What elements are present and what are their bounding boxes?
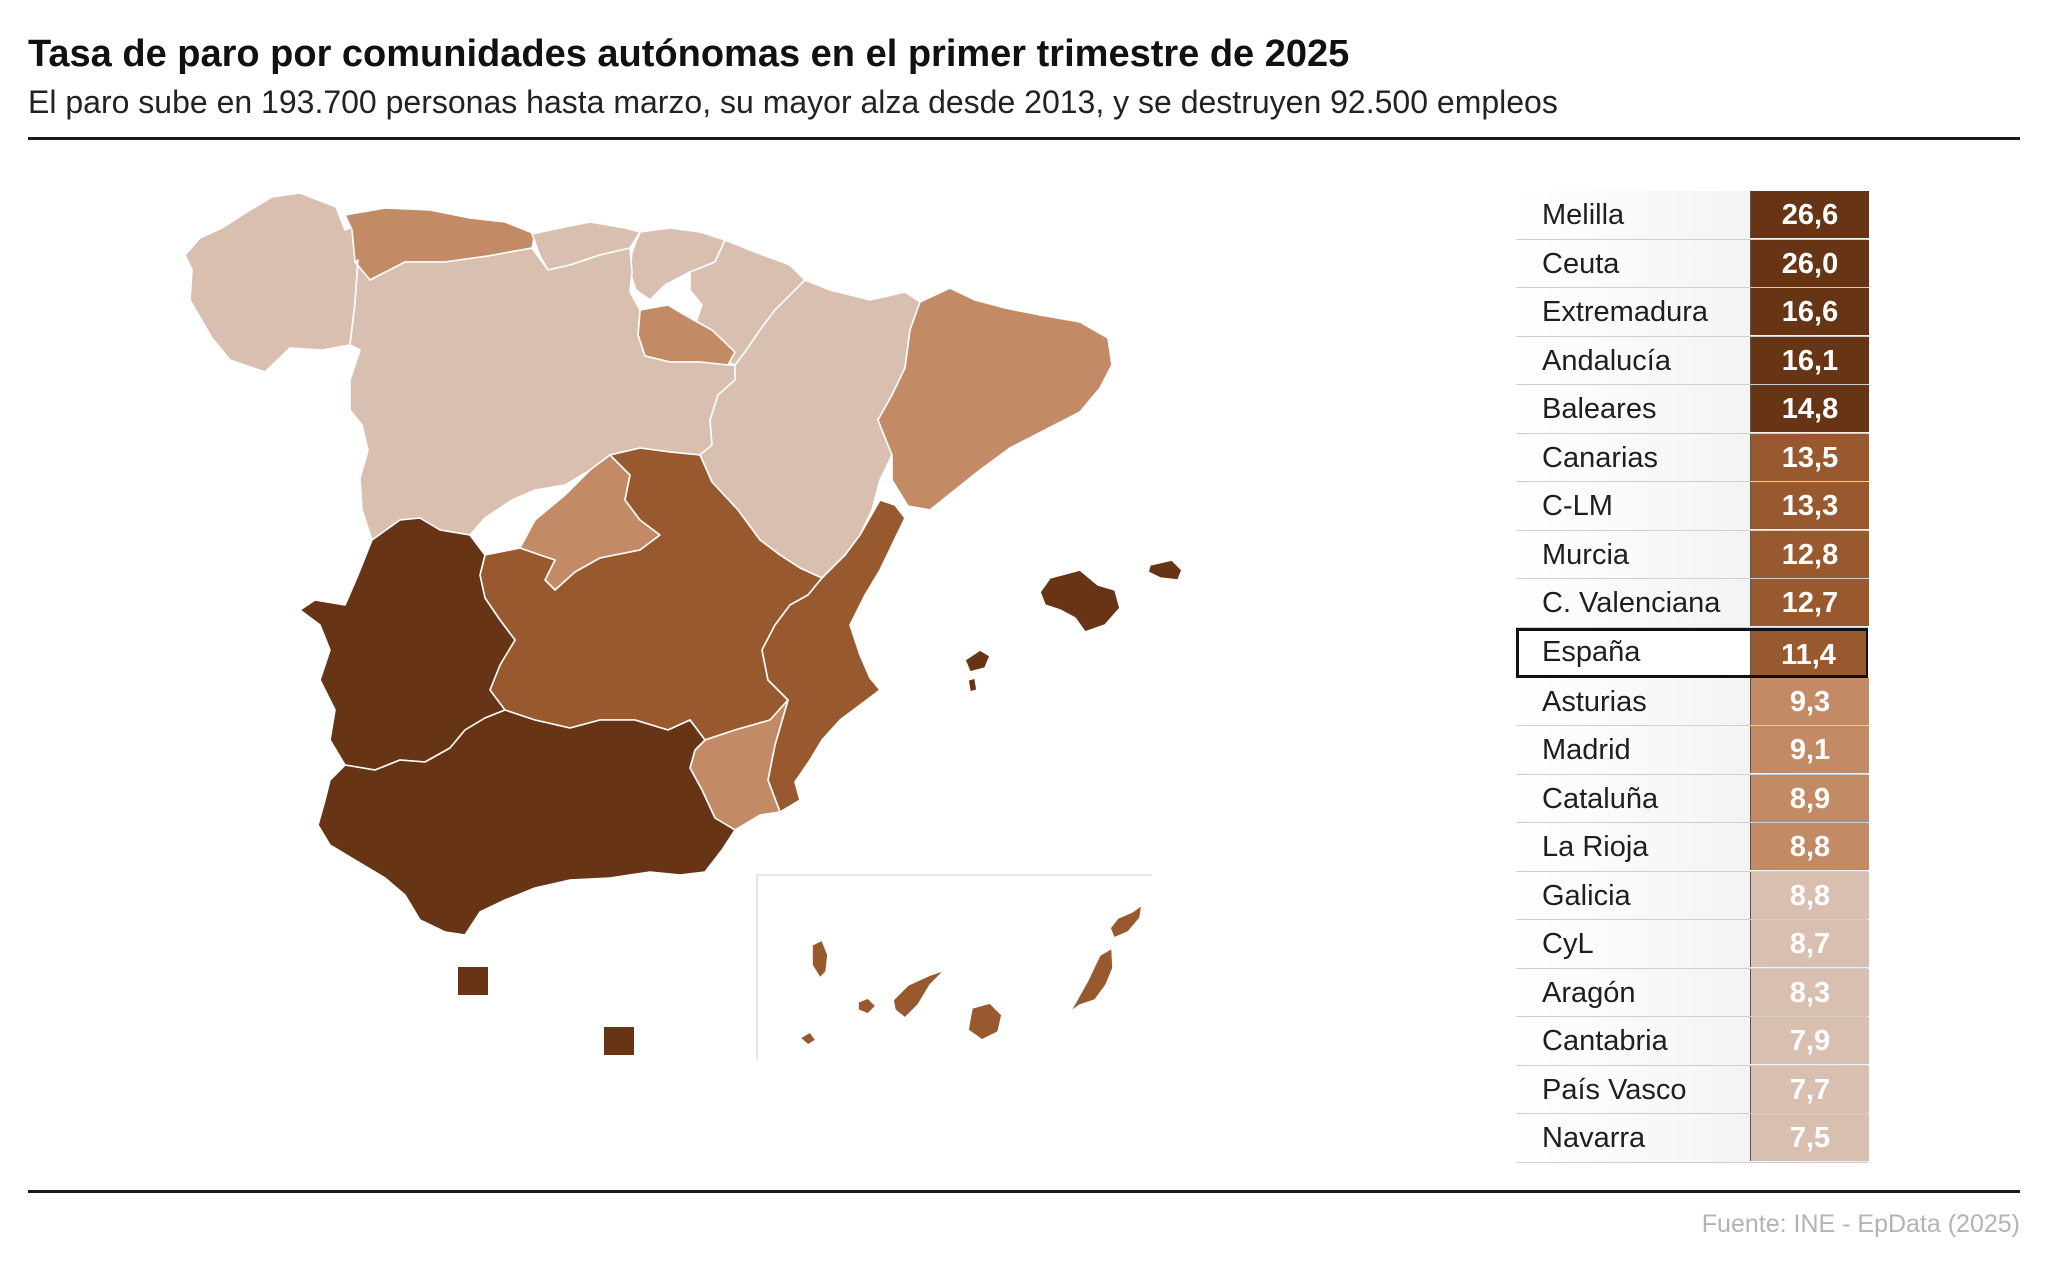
table-row: Ceuta 26,0: [1516, 239, 1869, 288]
rate-value: 13,5: [1750, 433, 1869, 481]
rate-value: 26,6: [1750, 191, 1869, 238]
region-name: Madrid: [1542, 734, 1631, 766]
region-name: Cantabria: [1542, 1025, 1668, 1057]
chart-subtitle: El paro sube en 193.700 personas hasta m…: [28, 84, 1558, 120]
rate-value: 8,3: [1750, 968, 1869, 1016]
region-name: Cataluña: [1542, 782, 1659, 815]
table-row: CyL 8,7: [1516, 920, 1869, 969]
region-name: Galicia: [1542, 879, 1631, 912]
rate-value: 7,5: [1750, 1114, 1869, 1161]
unemployment-rate-table: Melilla 26,6 Ceuta 26,0 Extremadura 16,6 Andal…: [1516, 191, 1869, 1163]
region-name: Extremadura: [1542, 296, 1709, 328]
rate-value: 11,4: [1750, 630, 1866, 675]
table-row: C-LM 13,3: [1516, 482, 1869, 531]
table-row: La Rioja 8,8: [1516, 823, 1869, 872]
table-row: Extremadura 16,6: [1516, 288, 1869, 337]
rate-value: 16,6: [1750, 288, 1869, 335]
region-name: Aragón: [1542, 976, 1636, 1009]
table-row: Melilla 26,6: [1516, 191, 1869, 240]
table-row: Galicia 8,8: [1516, 871, 1869, 920]
rate-value: 13,3: [1750, 482, 1869, 529]
table-row: Andalucía 16,1: [1516, 336, 1869, 385]
region-name: Murcia: [1542, 538, 1630, 571]
region-name: Andalucía: [1542, 344, 1671, 377]
region-name: Ceuta: [1542, 247, 1620, 280]
region-name: CyL: [1542, 928, 1594, 960]
rate-value: 7,7: [1750, 1065, 1869, 1113]
rate-value: 8,9: [1750, 774, 1869, 822]
table-row: Cantabria 7,9: [1516, 1017, 1869, 1066]
region-canarias-tenerife: [892, 969, 946, 1019]
table-row: Madrid 9,1: [1516, 726, 1869, 775]
region-canarias-lanzarote: [1109, 904, 1143, 939]
region-baleares-formentera: [967, 677, 978, 693]
region-name: Asturias: [1542, 685, 1647, 718]
rate-value: 8,8: [1750, 823, 1869, 870]
region-canarias-la-gomera: [857, 997, 877, 1015]
region-canarias-el-hierro: [799, 1031, 817, 1046]
rate-value: 26,0: [1750, 239, 1869, 287]
canarias-inset-frame: [756, 874, 1152, 1060]
table-row: Baleares 14,8: [1516, 385, 1869, 434]
table-row: País Vasco 7,7: [1516, 1065, 1869, 1114]
region-name: España: [1542, 635, 1641, 668]
region-baleares-menorca: [1147, 559, 1183, 581]
rate-value: 16,1: [1750, 336, 1869, 384]
rate-value: 9,3: [1750, 677, 1869, 725]
region-cataluna: [877, 287, 1113, 511]
region-canarias-gran-canaria: [967, 1002, 1003, 1041]
region-galicia: [184, 192, 359, 373]
region-canarias-la-palma: [811, 939, 829, 979]
region-name: País Vasco: [1542, 1073, 1687, 1106]
region-name: Melilla: [1542, 199, 1625, 231]
region-ceuta: [458, 967, 488, 995]
region-melilla: [604, 1027, 634, 1055]
table-row: Asturias 9,3: [1516, 677, 1869, 726]
top-divider: [28, 137, 2020, 140]
chart-title: Tasa de paro por comunidades autónomas e…: [28, 33, 1350, 75]
rate-value: 8,8: [1750, 871, 1869, 919]
region-andalucia: [317, 709, 736, 936]
region-name: C. Valenciana: [1542, 587, 1721, 619]
region-baleares-ibiza: [964, 649, 991, 673]
rate-value: 14,8: [1750, 385, 1869, 432]
table-row: Canarias 13,5: [1516, 433, 1869, 482]
rate-value: 9,1: [1750, 726, 1869, 773]
table-row-spain-total: España 11,4: [1516, 627, 1868, 678]
bottom-divider: [28, 1190, 2020, 1193]
region-name: Navarra: [1542, 1122, 1646, 1154]
table-row: C. Valenciana 12,7: [1516, 579, 1869, 628]
region-name: Canarias: [1542, 441, 1659, 474]
rate-value: 7,9: [1750, 1017, 1869, 1064]
region-canarias-fuerteventura: [1069, 947, 1114, 1013]
rate-value: 12,8: [1750, 530, 1869, 578]
source-note: Fuente: INE - EpData (2025): [1701, 1210, 2020, 1238]
region-name: Baleares: [1542, 393, 1657, 425]
region-name: C-LM: [1542, 490, 1613, 522]
table-row: Aragón 8,3: [1516, 968, 1869, 1017]
region-baleares-mallorca: [1039, 569, 1121, 633]
region-c-valenciana: [761, 499, 906, 813]
table-row: Navarra 7,5: [1516, 1114, 1869, 1163]
rate-value: 12,7: [1750, 579, 1869, 626]
spain-choropleth-map: [150, 170, 1230, 1090]
region-name: La Rioja: [1542, 831, 1649, 863]
header: Tasa de paro por comunidades autónomas e…: [28, 30, 2020, 124]
rate-value: 8,7: [1750, 920, 1869, 967]
table-row: Murcia 12,8: [1516, 530, 1869, 579]
table-row: Cataluña 8,9: [1516, 774, 1869, 823]
